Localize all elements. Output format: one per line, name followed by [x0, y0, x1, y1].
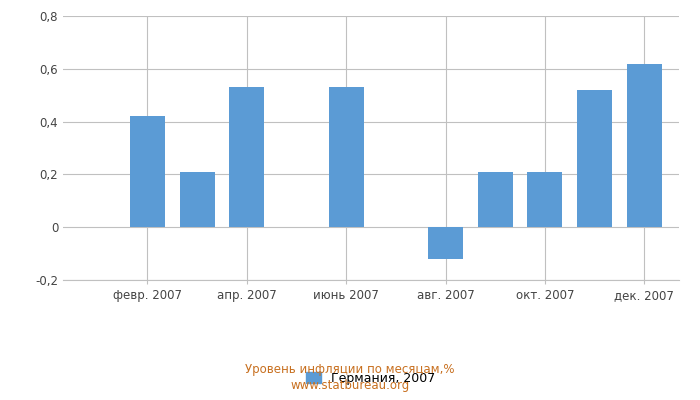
- Bar: [230, 87, 264, 227]
- Bar: [428, 227, 463, 259]
- Bar: [626, 64, 662, 227]
- Bar: [528, 172, 562, 227]
- Bar: [180, 172, 214, 227]
- Bar: [478, 172, 512, 227]
- Bar: [130, 116, 164, 227]
- Text: Уровень инфляции по месяцам,%: Уровень инфляции по месяцам,%: [245, 364, 455, 376]
- Legend: Германия, 2007: Германия, 2007: [307, 372, 435, 385]
- Bar: [578, 90, 612, 227]
- Bar: [329, 87, 363, 227]
- Text: www.statbureau.org: www.statbureau.org: [290, 380, 410, 392]
